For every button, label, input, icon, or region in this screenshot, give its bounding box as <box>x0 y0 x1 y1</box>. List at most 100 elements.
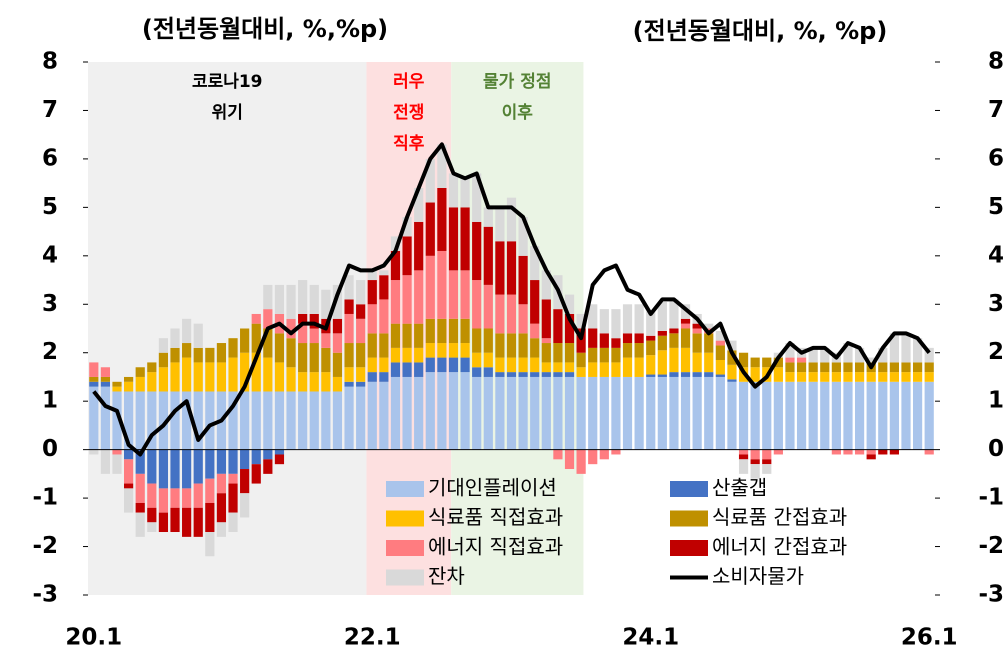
bar-segment <box>646 355 656 375</box>
bar-segment <box>240 493 250 518</box>
bar-segment <box>564 294 575 314</box>
y2-title: (전년동월대비, %, %p) <box>633 17 888 45</box>
bar-segment <box>808 372 818 382</box>
bar-segment <box>738 449 749 455</box>
bar-segment <box>448 357 459 373</box>
bar-segment <box>796 381 807 450</box>
bar-segment <box>390 347 401 363</box>
bar-segment <box>193 507 203 537</box>
bar-segment <box>785 362 795 373</box>
bar-segment <box>564 376 575 450</box>
bar-segment <box>646 340 656 356</box>
bar-segment <box>89 376 99 382</box>
bar-segment <box>228 391 238 450</box>
bar-segment <box>228 449 238 474</box>
bar-segment <box>112 454 122 474</box>
x-tick-label: 20.1 <box>65 625 122 651</box>
bar-segment <box>158 488 169 513</box>
bar-segment <box>379 270 389 276</box>
legend-swatch <box>386 569 424 586</box>
bar-segment <box>483 328 493 353</box>
bar-segment <box>831 449 841 455</box>
bar-segment <box>158 367 169 392</box>
bar-segment <box>692 376 702 450</box>
x-tick-label: 26.1 <box>901 625 958 651</box>
bar-segment <box>622 357 633 377</box>
bar-segment <box>506 241 517 295</box>
bar-segment <box>762 449 772 460</box>
bar-segment <box>611 309 621 339</box>
bar-segment <box>820 362 830 373</box>
bar-segment <box>785 372 795 382</box>
bar-segment <box>738 454 749 460</box>
bar-segment <box>843 362 853 373</box>
bar-segment <box>924 362 934 373</box>
bar-segment <box>332 376 343 392</box>
bar-segment <box>878 347 888 363</box>
bar-segment <box>715 376 725 450</box>
bar-segment <box>182 318 192 344</box>
bar-segment <box>541 362 551 373</box>
bar-segment <box>564 313 575 344</box>
bar-segment <box>216 362 227 392</box>
bar-segment <box>727 364 737 380</box>
bar-segment <box>205 502 215 533</box>
bar-segment <box>518 333 528 358</box>
bar-segment <box>820 381 830 450</box>
bar-segment <box>216 473 227 494</box>
bar-segment <box>321 333 331 348</box>
y-tick-label: 0 <box>42 436 58 462</box>
bar-segment <box>135 391 145 450</box>
bar-segment <box>425 158 435 203</box>
bar-segment <box>878 381 888 450</box>
period-label: 이후 <box>502 102 534 123</box>
bar-segment <box>263 357 273 392</box>
bar-segment <box>738 381 749 450</box>
bar-segment <box>680 318 691 324</box>
bar-segment <box>240 449 250 470</box>
y-tick-label: 8 <box>42 49 58 75</box>
bar-segment <box>634 376 644 450</box>
bar-segment <box>576 449 586 474</box>
bar-segment <box>750 357 760 368</box>
bar-segment <box>414 221 424 271</box>
bar-segment <box>553 372 563 377</box>
bar-segment <box>611 347 621 363</box>
legend-swatch <box>670 481 708 497</box>
bar-segment <box>402 362 412 377</box>
bar-segment <box>356 280 366 305</box>
bar-segment <box>878 362 888 373</box>
bar-segment <box>170 362 180 392</box>
bar-segment <box>402 323 412 348</box>
bar-segment <box>889 333 899 363</box>
bar-segment <box>112 391 122 450</box>
bar-segment <box>518 376 528 450</box>
bar-segment <box>750 381 760 450</box>
bar-segment <box>205 449 215 479</box>
bar-segment <box>460 372 470 450</box>
bar-segment <box>286 367 296 392</box>
bar-segment <box>692 323 702 329</box>
bar-segment <box>785 343 795 358</box>
bar-segment <box>263 449 273 460</box>
bar-segment <box>669 333 679 348</box>
bar-segment <box>367 381 377 450</box>
y-tick-label: 7 <box>42 97 58 123</box>
y2-tick-label: 6 <box>988 145 1004 171</box>
y-tick-label: 1 <box>42 388 58 414</box>
bar-segment <box>680 376 691 450</box>
bar-segment <box>414 362 424 377</box>
bar-segment <box>286 338 296 368</box>
y-tick-label: 3 <box>42 291 58 317</box>
bar-segment <box>216 522 227 537</box>
y2-tick-label: 0 <box>988 436 1004 462</box>
bar-segment <box>414 347 424 363</box>
bar-segment <box>205 478 215 503</box>
bar-segment <box>379 357 389 373</box>
bar-segment <box>390 376 401 450</box>
legend-label: 기대인플레이션 <box>428 476 557 500</box>
bar-segment <box>274 449 285 455</box>
bar-segment <box>692 372 702 377</box>
bar-segment <box>460 270 470 319</box>
bar-segment <box>193 323 203 348</box>
